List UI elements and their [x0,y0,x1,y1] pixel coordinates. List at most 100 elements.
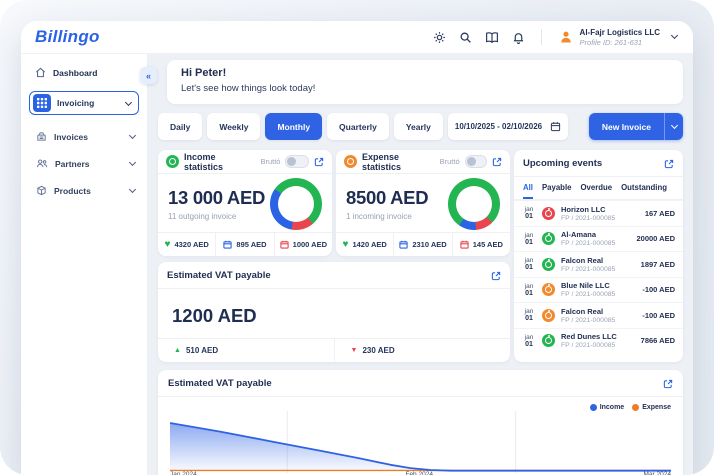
event-row[interactable]: jan 01 Al-Amana FP / 2021-000085 20000 AED [514,225,683,252]
income-stat-paid: ♥ 4320 AED [164,238,209,250]
period-yearly-button[interactable]: Yearly [393,113,443,140]
search-icon[interactable] [459,31,472,44]
income-stat-payable: 895 AED [215,233,273,256]
external-link-icon[interactable] [314,157,324,167]
new-invoice-dropdown[interactable] [664,113,683,140]
tab-payable[interactable]: Payable [541,183,572,192]
chevron-down-icon [128,158,137,167]
new-invoice-button[interactable]: New Invoice [588,113,683,140]
sidebar-partners-label: Partners [55,158,90,169]
sidebar-item-partners[interactable]: Partners [21,150,147,177]
status-clock-icon [542,334,555,348]
calendar-icon [399,240,408,249]
heart-icon: ♥ [342,238,349,250]
expense-brutto-toggle[interactable] [464,155,487,169]
external-link-icon[interactable] [491,271,501,281]
sidebar-invoices-label: Invoices [54,131,89,142]
expense-stat-payable: 2310 AED [393,233,451,256]
vat-payable-card: Estimated VAT payable 1200 AED ▲ 510 AED [158,262,510,362]
tab-all[interactable]: All [523,183,533,199]
event-row[interactable]: jan 01 Blue Nile LLC FP / 2021-000085 -100… [514,276,683,303]
vat-increase: ▲ 510 AED [174,346,219,355]
tab-overdue[interactable]: Overdue [580,183,613,192]
status-clock-icon [542,283,555,297]
sidebar: Dashboard Invoicing Invoices [21,53,148,475]
period-daily-button[interactable]: Daily [158,113,203,140]
products-icon [37,185,46,196]
date-range-picker[interactable]: 10/10/2025 - 02/10/2026 [447,113,568,140]
sidebar-collapse-button[interactable]: « [140,67,157,84]
calendar-icon [550,122,561,132]
external-link-icon[interactable] [492,157,502,167]
chevron-down-icon [124,98,133,106]
tab-outstanding[interactable]: Outstanding [621,183,668,192]
period-quarterly-button[interactable]: Quarterly [327,113,389,140]
external-link-icon[interactable] [663,379,673,389]
events-title: Upcoming events [523,158,603,169]
income-stat-overdue: 1000 AED [273,233,332,256]
billingo-logo: Billingo [35,27,100,46]
period-weekly-button[interactable]: Weekly [207,113,261,140]
status-clock-icon [542,257,555,271]
header-divider [540,29,542,45]
calendar-icon [280,240,289,249]
home-icon [36,67,45,78]
account-dropdown[interactable]: Al-Fajr Logistics LLC Profile ID: 261-63… [558,28,679,47]
status-clock-icon [542,232,555,246]
bell-icon[interactable] [512,31,525,44]
events-tabs: All Payable Overdue Outstanding [514,177,683,200]
income-subtitle: 11 outgoing invoice [168,212,237,222]
income-statistics-card: Income statistics Bruttó 13 000 AED 11 o… [158,150,332,256]
filter-bar: Daily Weekly Monthly Quarterly Yearly 10… [158,113,683,140]
expense-legend-label: Expense [642,404,671,411]
new-invoice-label: New Invoice [601,121,651,132]
expense-donut-chart [448,178,500,231]
greeting-title: Hi Peter! [181,67,227,79]
event-row[interactable]: jan 01 Horizon LLC FP / 2021-000085 167 AE… [514,200,683,226]
expense-stat-paid: ♥ 1420 AED [342,238,387,250]
brutto-label: Bruttó [439,157,460,167]
sidebar-item-dashboard[interactable]: Dashboard [35,67,135,78]
app-window: Billingo [21,21,693,475]
period-monthly-button[interactable]: Monthly [265,113,323,140]
expense-subtitle: 1 incoming invoice [346,212,412,222]
event-row[interactable]: jan 01 Falcon Real FP / 2021-000085 1897 A… [514,251,683,277]
vat-chart-card: Estimated VAT payable Income Expense [158,370,683,475]
brutto-label: Bruttó [260,157,281,167]
calendar-icon [223,240,233,249]
sidebar-item-products[interactable]: Products [21,177,147,204]
triangle-up-icon: ▲ [174,347,181,354]
income-legend-label: Income [599,404,625,411]
expense-icon [344,155,357,169]
x-axis-labels: Jan 2024 Feb 2024 Mar 2024 [170,471,671,475]
grid-icon [33,94,51,112]
vat-chart-title: Estimated VAT payable [168,378,272,389]
status-clock-icon [542,206,555,220]
partners-icon [36,159,48,168]
book-icon[interactable] [485,31,499,44]
app-header: Billingo [21,21,693,53]
expense-statistics-card: Expense statistics Bruttó 8500 AED 1 inc… [336,150,510,256]
income-icon [166,155,179,169]
triangle-down-icon: ▼ [350,347,358,354]
vat-area-chart: Income Expense [169,401,671,475]
expense-stat-overdue: 145 AED [451,233,510,256]
chevron-down-icon [670,31,679,40]
chevron-down-icon [128,131,137,140]
sidebar-dashboard-label: Dashboard [53,67,98,78]
main-content: Hi Peter! Let's see how things look toda… [148,53,693,475]
event-row[interactable]: jan 01 Red Dunes LLC FP / 2021-000085 7866… [514,327,683,354]
x-label-mar: Mar 2024 [643,471,671,475]
greeting-card: Hi Peter! Let's see how things look toda… [167,60,683,104]
event-row[interactable]: jan 01 Falcon Real FP / 2021-000085 -100 A… [514,302,683,328]
chevron-down-icon [128,185,137,194]
income-brutto-toggle[interactable] [285,155,309,169]
module-select-invoicing[interactable]: Invoicing [29,91,139,115]
gear-icon[interactable] [433,31,446,44]
heart-icon: ♥ [164,238,171,250]
external-link-icon[interactable] [664,159,674,169]
sidebar-item-invoices[interactable]: Invoices [21,123,147,150]
vat-decrease: ▼ 230 AED [333,339,511,362]
status-clock-icon [542,308,555,322]
